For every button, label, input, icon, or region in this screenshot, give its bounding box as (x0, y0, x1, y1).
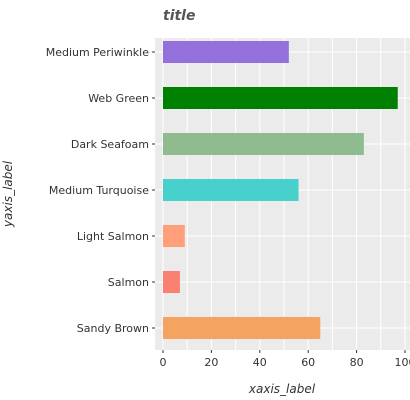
x-tick-label: 0 (160, 356, 167, 369)
x-tick-label: 100 (395, 356, 410, 369)
y-tick-label: Medium Periwinkle (46, 46, 150, 59)
y-tick-label: Sandy Brown (77, 322, 149, 335)
bar-dark-seafoam (163, 133, 364, 155)
x-tick-label: 20 (204, 356, 218, 369)
bar-sandy-brown (163, 317, 321, 339)
y-tick-labels: Sandy Brown Salmon Light Salmon Medium Turq… (46, 46, 155, 335)
bar-light-salmon (163, 225, 185, 247)
y-tick-label: Salmon (108, 276, 149, 289)
x-tick-label: 40 (253, 356, 267, 369)
bar-medium-turquoise (163, 179, 299, 201)
bars (163, 41, 398, 339)
y-tick-label: Web Green (88, 92, 149, 105)
bar-web-green (163, 87, 398, 109)
chart-title: title (163, 8, 195, 24)
y-tick-label: Medium Turquoise (49, 184, 149, 197)
y-tick-label: Dark Seafoam (71, 138, 149, 151)
y-axis-label: yaxis_label (1, 160, 15, 228)
bar-salmon (163, 271, 180, 293)
x-tick-label: 80 (350, 356, 364, 369)
x-tick-label: 60 (301, 356, 315, 369)
bar-medium-periwinkle (163, 41, 289, 63)
x-tick-labels: 0 20 40 60 80 100 (160, 350, 410, 369)
x-axis-label: xaxis_label (248, 382, 316, 396)
y-tick-label: Light Salmon (77, 230, 149, 243)
